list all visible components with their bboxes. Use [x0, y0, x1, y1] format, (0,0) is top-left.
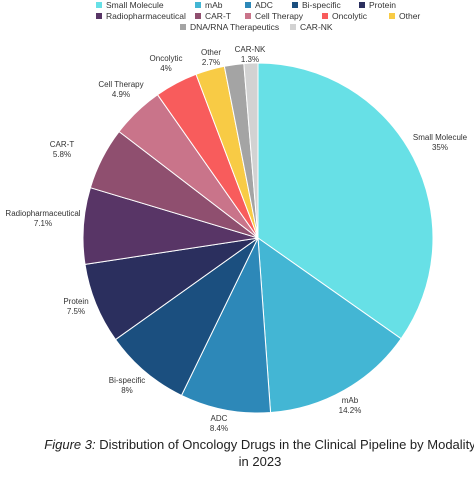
pie-slice-small-molecule: [257, 62, 434, 340]
slice-labels: Small Molecule 35% mAb 14.2% ADC 8.4% Bi-speci…: [5, 45, 467, 433]
legend-label-other: Other: [399, 11, 420, 21]
legend-label-radiopharmaceutical: Radiopharmaceutical: [106, 11, 186, 21]
legend-item-car-nk: CAR-NK: [290, 22, 333, 32]
legend-swatch-cell-therapy: [245, 13, 251, 19]
caption-text: Distribution of Oncology Drugs in the Cl…: [95, 437, 474, 469]
pie-slice-adc: [180, 236, 272, 414]
legend-swatch-radiopharmaceutical: [96, 13, 102, 19]
slice-label-mab: mAb 14.2%: [339, 396, 362, 415]
legend-label-cell-therapy: Cell Therapy: [255, 11, 304, 21]
slice-label-car-nk: CAR-NK 1.3%: [235, 45, 266, 64]
figure-number: Figure 3:: [44, 437, 96, 452]
legend-item-car-t: CAR-T: [195, 11, 231, 21]
legend-item-cell-therapy: Cell Therapy: [245, 11, 304, 21]
slice-label-cell-therapy: Cell Therapy 4.9%: [98, 80, 143, 99]
slice-label-small-molecule: Small Molecule 35%: [413, 133, 468, 152]
legend-swatch-small-molecule: [96, 2, 102, 8]
legend-item-radiopharmaceutical: Radiopharmaceutical: [96, 11, 186, 21]
legend-item-dna-rna-therapeutics: DNA/RNA Therapeutics: [180, 22, 279, 32]
slice-label-car-t: CAR-T 5.8%: [50, 140, 75, 159]
figure-caption: Figure 3: Distribution of Oncology Drugs…: [40, 436, 474, 470]
legend-swatch-other: [389, 13, 395, 19]
legend-label-oncolytic: Oncolytic: [332, 11, 368, 21]
legend-swatch-oncolytic: [322, 13, 328, 19]
legend-label-car-t: CAR-T: [205, 11, 231, 21]
legend-label-adc: ADC: [255, 0, 273, 10]
legend-item-mab: mAb: [195, 0, 223, 10]
legend-item-adc: ADC: [245, 0, 273, 10]
legend-item-protein: Protein: [359, 0, 396, 10]
slice-label-protein: Protein 7.5%: [63, 297, 88, 316]
legend-label-small-molecule: Small Molecule: [106, 0, 164, 10]
slice-label-radiopharmaceutical: Radiopharmaceutical 7.1%: [5, 209, 80, 228]
pie-slice-mab: [257, 236, 402, 414]
legend-item-oncolytic: Oncolytic: [322, 11, 368, 21]
legend-item-other: Other: [389, 11, 420, 21]
slice-label-bi-specific: Bi-specific 8%: [109, 376, 145, 395]
legend-label-car-nk: CAR-NK: [300, 22, 333, 32]
legend-label-bi-specific: Bi-specific: [302, 0, 341, 10]
pie-slices: [82, 62, 434, 414]
legend-swatch-car-nk: [290, 24, 296, 30]
legend-label-dna-rna-therapeutics: DNA/RNA Therapeutics: [190, 22, 279, 32]
legend-item-small-molecule: Small Molecule: [96, 0, 164, 10]
legend-item-bi-specific: Bi-specific: [292, 0, 341, 10]
legend-swatch-protein: [359, 2, 365, 8]
legend-swatch-mab: [195, 2, 201, 8]
legend-label-mab: mAb: [205, 0, 223, 10]
slice-label-oncolytic: Oncolytic 4%: [150, 54, 183, 73]
legend-swatch-bi-specific: [292, 2, 298, 8]
legend-label-protein: Protein: [369, 0, 396, 10]
pie-slice-car-nk: [243, 62, 259, 239]
legend-swatch-adc: [245, 2, 251, 8]
legend-swatch-dna-rna-therapeutics: [180, 24, 186, 30]
slice-label-adc: ADC 8.4%: [210, 414, 228, 433]
chart-legend: Small Molecule mAb ADC Bi-specific Protein Ra…: [96, 0, 420, 32]
slice-label-other: Other 2.7%: [201, 48, 221, 67]
legend-swatch-car-t: [195, 13, 201, 19]
